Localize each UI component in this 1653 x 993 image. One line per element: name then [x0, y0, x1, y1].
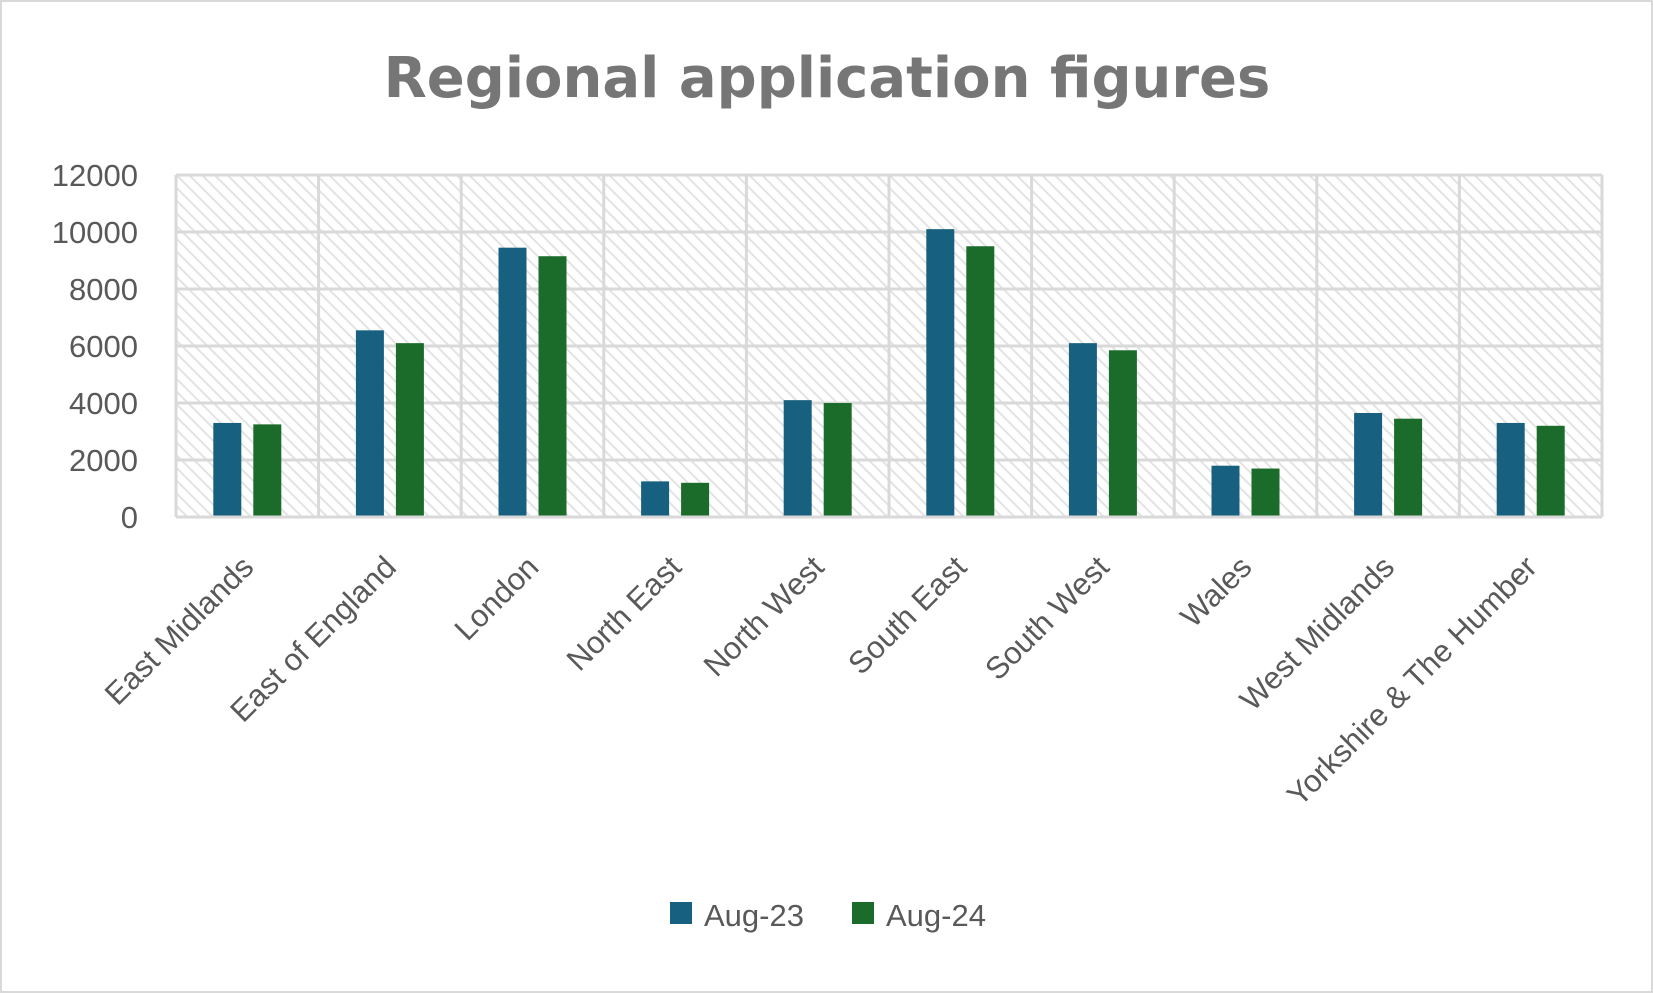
legend-swatch-aug-23 [670, 902, 692, 924]
bar-aug-23-4 [641, 481, 670, 517]
bar-aug-24-1 [253, 424, 282, 517]
bar-aug-24-9 [1394, 418, 1423, 517]
y-tick-label: 10000 [52, 215, 138, 250]
x-category-label: South West [978, 549, 1116, 687]
bar-aug-24-7 [1108, 350, 1137, 517]
x-category-label: South East [841, 549, 973, 681]
x-category-label: North West [697, 549, 831, 683]
bar-aug-23-6 [926, 229, 955, 517]
legend: Aug-23 Aug-24 [670, 898, 986, 933]
bar-aug-23-2 [355, 330, 384, 517]
bar-aug-23-7 [1068, 343, 1097, 517]
bar-aug-23-5 [783, 400, 812, 517]
bar-aug-24-8 [1251, 468, 1280, 517]
bar-aug-24-2 [395, 343, 424, 517]
bar-aug-23-3 [498, 247, 527, 518]
y-tick-label: 8000 [69, 272, 138, 307]
bar-aug-24-5 [823, 403, 852, 517]
bar-aug-23-1 [213, 422, 242, 517]
y-tick-label: 0 [121, 500, 138, 535]
y-tick-label: 6000 [69, 329, 138, 364]
x-category-label: London [448, 549, 546, 647]
y-tick-label: 12000 [52, 158, 138, 193]
bar-aug-24-10 [1536, 425, 1565, 517]
bar-aug-23-9 [1354, 412, 1383, 517]
bar-aug-24-6 [966, 246, 995, 517]
bar-aug-23-8 [1211, 465, 1240, 517]
legend-label: Aug-23 [704, 898, 804, 933]
plot-area: 0 2000 4000 6000 8000 10000 12000 East Midlands… [52, 158, 1604, 813]
x-category-label: Yorkshire & The Humber [1280, 549, 1544, 813]
y-tick-label: 2000 [69, 443, 138, 478]
chart-title: Regional application figures [384, 46, 1271, 111]
x-category-label: Wales [1174, 549, 1259, 634]
bar-aug-24-4 [681, 482, 710, 517]
legend-swatch-aug-24 [852, 902, 874, 924]
y-tick-label: 4000 [69, 386, 138, 421]
bar-aug-24-3 [538, 256, 567, 517]
x-category-label: North East [560, 549, 689, 678]
bar-aug-23-10 [1496, 422, 1525, 517]
legend-label: Aug-24 [886, 898, 986, 933]
x-category-label: East Midlands [98, 549, 260, 711]
